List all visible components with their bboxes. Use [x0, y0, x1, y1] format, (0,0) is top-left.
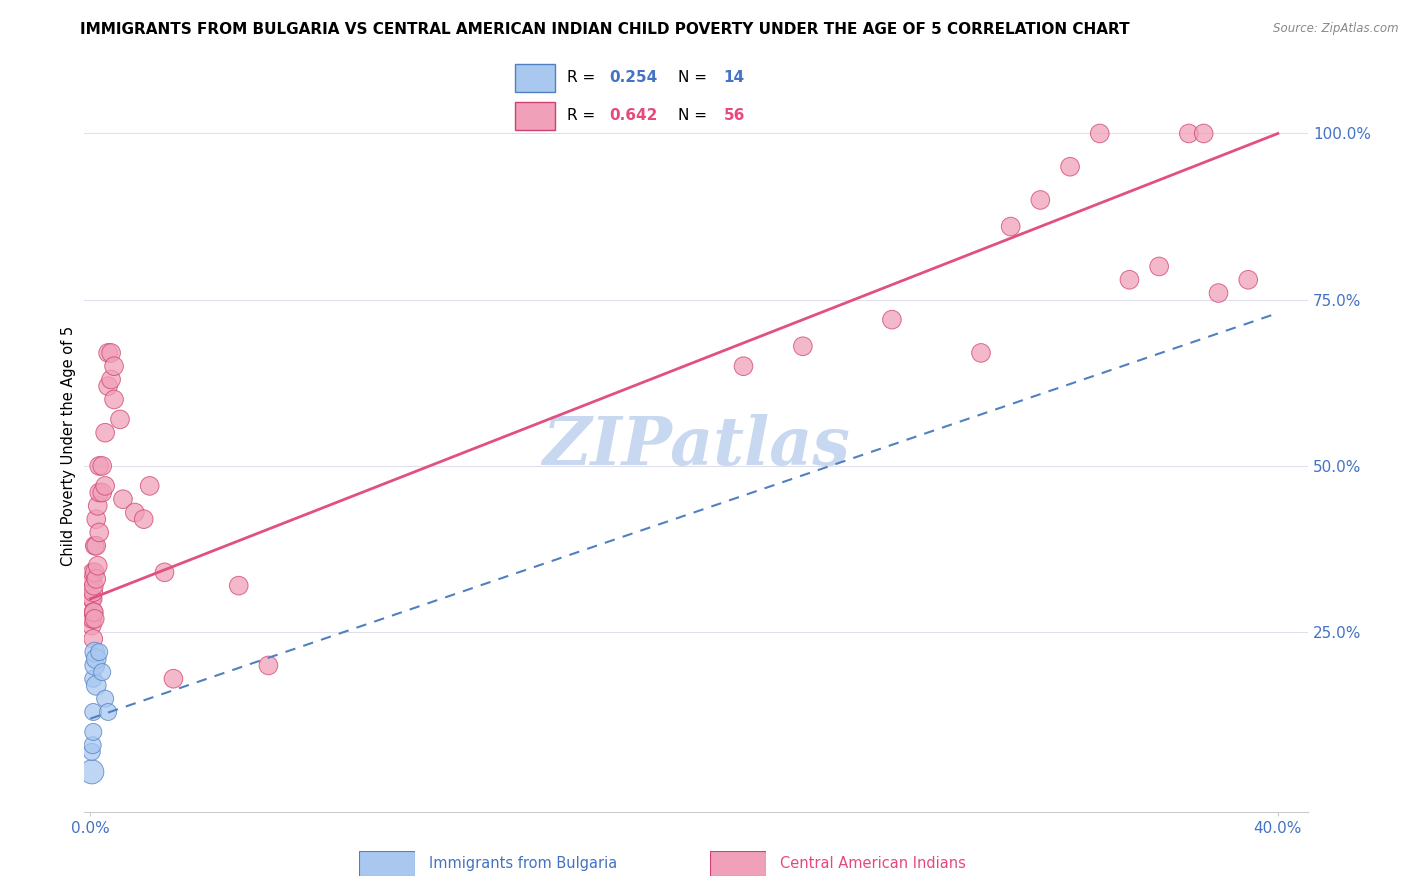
Point [82, 605, 104, 619]
Text: 0.254: 0.254 [609, 70, 657, 85]
Text: ZIPatlas: ZIPatlas [543, 414, 849, 478]
Text: IMMIGRANTS FROM BULGARIA VS CENTRAL AMERICAN INDIAN CHILD POVERTY UNDER THE AGE : IMMIGRANTS FROM BULGARIA VS CENTRAL AMER… [80, 22, 1129, 37]
Point [84, 652, 107, 666]
Point [80, 572, 103, 586]
Point [1118, 273, 1140, 287]
Text: Immigrants from Bulgaria: Immigrants from Bulgaria [429, 856, 617, 871]
Point [89, 525, 111, 540]
Point [733, 359, 755, 374]
Point [1208, 286, 1230, 301]
Point [87, 558, 110, 573]
Point [111, 492, 134, 507]
Point [89, 645, 111, 659]
Point [83, 612, 105, 626]
Point [84, 539, 107, 553]
Point [83, 605, 105, 619]
Point [82, 612, 104, 626]
Point [87, 499, 110, 513]
Point [1192, 127, 1215, 141]
Point [100, 372, 122, 386]
Point [82, 591, 104, 606]
Point [97, 346, 120, 360]
Point [82, 705, 104, 719]
Text: 14: 14 [724, 70, 745, 85]
Point [970, 346, 993, 360]
Point [153, 566, 176, 580]
Point [1237, 273, 1260, 287]
Point [80, 764, 103, 779]
Point [80, 612, 103, 626]
Point [1178, 127, 1201, 141]
Point [228, 579, 250, 593]
FancyBboxPatch shape [515, 63, 554, 92]
Point [80, 745, 103, 759]
Point [1029, 193, 1052, 207]
Point [82, 738, 104, 752]
Point [1000, 219, 1022, 234]
Y-axis label: Child Poverty Under the Age of 5: Child Poverty Under the Age of 5 [60, 326, 76, 566]
Point [100, 346, 122, 360]
Point [124, 506, 146, 520]
Point [89, 485, 111, 500]
Point [82, 566, 104, 580]
Text: R =: R = [567, 108, 600, 123]
Point [94, 691, 117, 706]
Point [162, 672, 184, 686]
Text: R =: R = [567, 70, 600, 85]
Point [83, 579, 105, 593]
Point [84, 512, 107, 526]
Text: 56: 56 [724, 108, 745, 123]
Point [97, 705, 120, 719]
Point [792, 339, 814, 353]
Point [1088, 127, 1111, 141]
Point [108, 412, 131, 426]
Point [84, 678, 107, 692]
Point [80, 591, 103, 606]
Point [82, 632, 104, 646]
Point [91, 485, 114, 500]
Point [83, 566, 105, 580]
Point [91, 665, 114, 679]
Point [82, 585, 104, 599]
Point [880, 312, 903, 326]
Point [97, 379, 120, 393]
Point [103, 359, 125, 374]
Point [84, 572, 107, 586]
Text: N =: N = [679, 70, 713, 85]
Point [89, 458, 111, 473]
Point [94, 479, 117, 493]
Point [1147, 260, 1170, 274]
FancyBboxPatch shape [515, 102, 554, 130]
Point [132, 512, 155, 526]
Point [80, 618, 103, 632]
Point [1059, 160, 1081, 174]
Point [83, 539, 105, 553]
Text: Central American Indians: Central American Indians [780, 856, 966, 871]
Point [257, 658, 280, 673]
Point [83, 658, 105, 673]
Point [103, 392, 125, 407]
Point [82, 725, 104, 739]
Text: 0.642: 0.642 [609, 108, 658, 123]
Text: Source: ZipAtlas.com: Source: ZipAtlas.com [1274, 22, 1399, 36]
Point [83, 645, 105, 659]
Point [91, 458, 114, 473]
Point [94, 425, 117, 440]
Point [82, 672, 104, 686]
Text: N =: N = [679, 108, 713, 123]
Point [138, 479, 160, 493]
